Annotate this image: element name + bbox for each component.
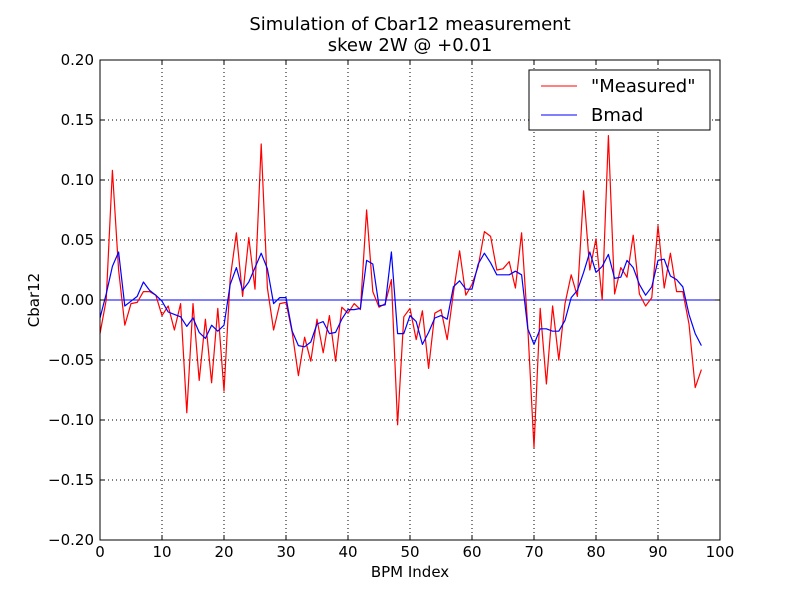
y-tick-label: −0.05 (48, 351, 94, 369)
x-tick-label: 90 (648, 543, 667, 561)
chart-subtitle: skew 2W @ +0.01 (328, 35, 493, 56)
x-tick-label: 100 (706, 543, 735, 561)
y-tick-label: 0.15 (61, 111, 94, 129)
legend-label-measured: "Measured" (591, 76, 695, 97)
x-tick-label: 30 (276, 543, 295, 561)
x-tick-label: 50 (400, 543, 419, 561)
x-axis-label: BPM Index (371, 563, 449, 581)
x-tick-label: 10 (152, 543, 171, 561)
y-tick-label: −0.10 (48, 411, 94, 429)
series-line-measured (99, 135, 702, 449)
y-tick-label: −0.15 (48, 471, 94, 489)
y-tick-label: 0.10 (61, 171, 94, 189)
legend-box (528, 69, 711, 131)
series-line-bmad (99, 251, 702, 348)
y-tick-label: 0.00 (61, 291, 94, 309)
x-tick-label: 70 (524, 543, 543, 561)
tick-labels: 0 10 20 30 40 50 60 70 80 90 100 −0.20 −0.15 −0.10 −0.… (48, 51, 734, 561)
x-tick-label: 20 (214, 543, 233, 561)
chart-title: Simulation of Cbar12 measurement (249, 14, 570, 35)
x-tick-label: 80 (586, 543, 605, 561)
x-tick-label: 40 (338, 543, 357, 561)
legend-label-bmad: Bmad (591, 105, 643, 126)
y-tick-label: 0.20 (61, 51, 94, 69)
x-tick-label: 60 (462, 543, 481, 561)
x-tick-label: 0 (95, 543, 105, 561)
legend: "Measured" Bmad (528, 69, 711, 131)
series-group (99, 135, 702, 449)
ticks (99, 59, 721, 541)
y-tick-label: −0.20 (48, 531, 94, 549)
y-axis-label: Cbar12 (25, 273, 43, 327)
y-tick-label: 0.05 (61, 231, 94, 249)
